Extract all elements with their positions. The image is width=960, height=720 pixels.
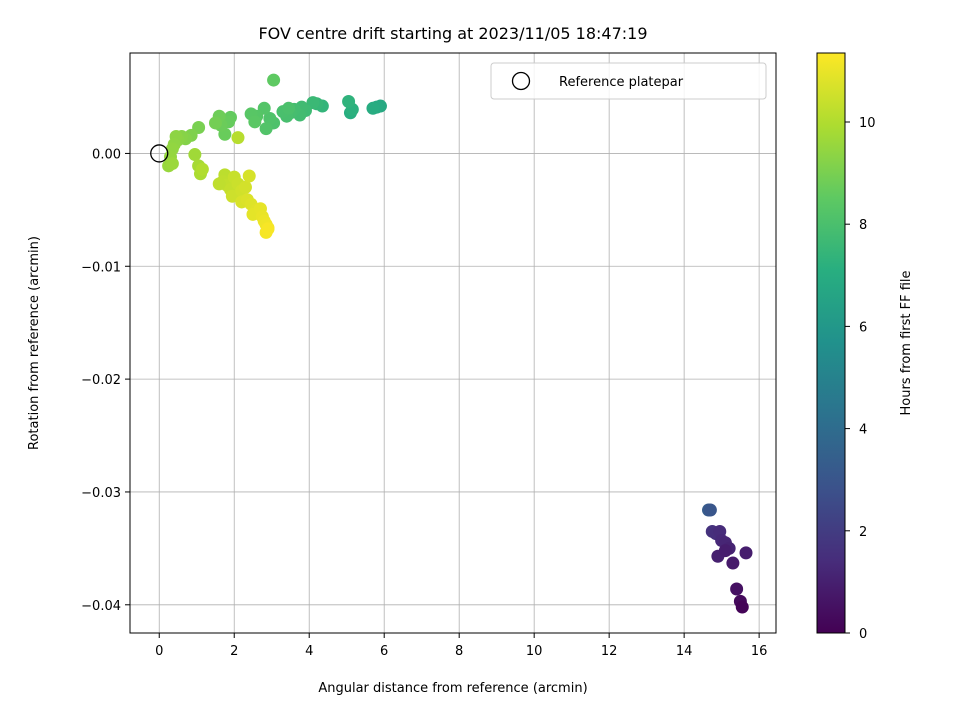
x-tick-label: 2 xyxy=(230,644,238,659)
x-tick-label: 10 xyxy=(526,644,543,659)
y-tick-label: −0.03 xyxy=(81,486,121,501)
x-tick-label: 4 xyxy=(305,644,313,659)
gridlines xyxy=(130,53,776,633)
data-point xyxy=(238,180,252,194)
data-point xyxy=(366,101,380,115)
data-point xyxy=(188,148,202,162)
data-point xyxy=(282,101,296,115)
data-point xyxy=(165,157,179,171)
x-tick-label: 12 xyxy=(601,644,618,659)
colorbar-gradient xyxy=(816,52,846,634)
scatter-points xyxy=(162,73,753,614)
data-point xyxy=(242,169,256,183)
legend-box xyxy=(490,62,767,100)
y-tick-label: −0.02 xyxy=(81,373,121,388)
data-point xyxy=(263,111,277,125)
data-point xyxy=(208,116,222,130)
x-tick-label: 8 xyxy=(455,644,463,659)
x-axis-ticks: 0 2 4 6 8 10 12 14 16 xyxy=(155,633,767,659)
colorbar-tick-label: 6 xyxy=(859,320,867,335)
data-point xyxy=(342,95,356,109)
y-tick-label: −0.04 xyxy=(81,599,121,614)
colorbar: 0 2 4 6 8 10 Hours from first FF file xyxy=(816,52,914,642)
plot-frame xyxy=(129,52,777,634)
data-point xyxy=(703,503,717,517)
y-axis-ticks: 0.00 −0.01 −0.02 −0.03 −0.04 xyxy=(81,147,130,614)
x-tick-label: 16 xyxy=(751,644,768,659)
legend: Reference platepar xyxy=(490,62,767,100)
colorbar-tick-label: 10 xyxy=(859,116,876,131)
reference-platepar-marker xyxy=(150,144,169,163)
colorbar-tick-label: 0 xyxy=(859,627,867,642)
colorbar-tick-label: 4 xyxy=(859,423,867,438)
colorbar-tick-label: 2 xyxy=(859,525,867,540)
y-axis-label: Rotation from reference (arcmin) xyxy=(27,236,42,450)
colorbar-ticks: 0 2 4 6 8 10 xyxy=(845,116,876,642)
data-point xyxy=(726,556,740,570)
data-point xyxy=(259,122,273,136)
data-point xyxy=(225,189,239,203)
chart-title: FOV centre drift starting at 2023/11/05 … xyxy=(258,24,647,43)
x-tick-label: 14 xyxy=(676,644,693,659)
y-tick-label: −0.01 xyxy=(81,260,121,275)
data-point xyxy=(261,222,275,236)
colorbar-label: Hours from first FF file xyxy=(899,270,914,415)
data-point xyxy=(718,544,732,558)
data-point xyxy=(730,582,744,596)
data-point xyxy=(231,131,245,145)
data-point xyxy=(212,177,226,191)
x-tick-label: 6 xyxy=(380,644,388,659)
x-axis-label: Angular distance from reference (arcmin) xyxy=(318,681,587,696)
y-tick-label: 0.00 xyxy=(92,147,121,162)
legend-entry-reference: Reference platepar xyxy=(559,75,684,90)
colorbar-tick-label: 8 xyxy=(859,218,867,233)
data-point xyxy=(739,546,753,560)
data-point xyxy=(195,162,209,176)
legend-marker-icon xyxy=(511,71,531,91)
data-point xyxy=(735,600,749,614)
data-point xyxy=(248,115,262,129)
data-point xyxy=(267,73,281,87)
x-tick-label: 0 xyxy=(155,644,163,659)
